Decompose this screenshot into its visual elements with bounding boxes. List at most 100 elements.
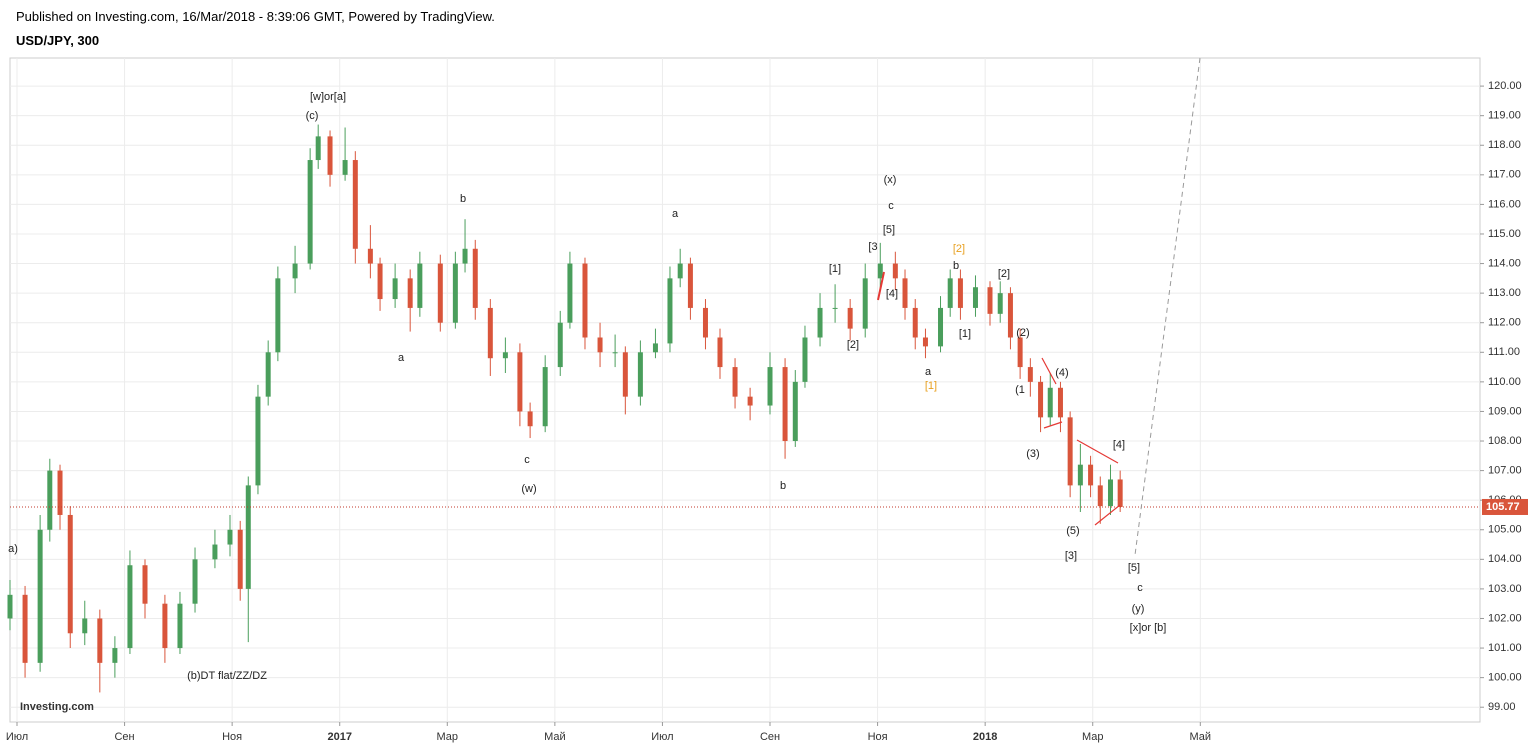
wave-label: [3] [1065,550,1077,562]
candle-body [67,514,73,634]
candle-body [367,248,373,264]
wave-label: b [780,480,786,492]
candle-body [702,307,708,338]
candle-body [987,287,993,314]
y-tick-label: 107.00 [1488,465,1522,477]
candle-body [127,565,133,649]
candle-body [1088,464,1094,486]
x-tick-label: Ноя [222,731,242,743]
candle-body [542,367,548,427]
candle-body [687,263,693,308]
y-tick-label: 112.00 [1488,317,1521,329]
candle-body [802,337,808,382]
wave-label: [2] [998,268,1010,280]
y-tick-label: 110.00 [1488,376,1521,388]
x-tick-label: 2017 [327,731,351,743]
candle-body [832,307,838,309]
candle-body [22,594,28,663]
candle-body [227,529,233,545]
candle-body [892,263,898,279]
candle-body [487,307,493,359]
wave-label: a [672,208,679,220]
candle-body [342,160,348,175]
candle-body [82,618,88,634]
trend-line [1094,504,1121,526]
y-tick-label: 113.00 [1488,287,1521,299]
candle-body [392,278,398,300]
wave-label: (2) [1016,327,1029,339]
candle-body [527,411,533,427]
wave-label: [1] [829,263,841,275]
candle-body [817,307,823,338]
candle-body [1027,367,1033,382]
y-tick-label: 115.00 [1488,228,1521,240]
wave-label: (4) [1055,367,1068,379]
y-tick-label: 117.00 [1488,169,1521,181]
candle-body [782,367,788,442]
candle-body [37,529,43,663]
candle-body [462,248,468,264]
wave-label: (x) [884,174,897,186]
wave-label: [4] [1113,439,1125,451]
wave-label: [1] [925,380,937,392]
candle-body [502,352,508,359]
candle-body [597,337,603,353]
x-tick-label: Ноя [868,731,888,743]
candle-body [667,278,673,344]
wave-label: (5) [1066,525,1079,537]
wave-label: [x]or [b] [1130,622,1167,634]
candle-body [237,529,243,589]
candle-body [245,485,251,589]
candle-body [292,263,298,279]
plot-frame [9,57,1481,723]
candle-body [938,307,944,347]
y-tick-label: 104.00 [1488,553,1522,565]
wave-label: a [398,352,405,364]
candle-body [922,337,928,347]
wave-label: [w]or[a] [310,91,346,103]
y-tick-label: 109.00 [1488,405,1522,417]
y-tick-label: 103.00 [1488,583,1522,595]
wave-label: [5] [883,224,895,236]
candle-body [417,263,423,308]
wave-label: b [953,260,959,272]
candle-body [622,352,628,397]
candle-body [1107,479,1113,507]
wave-label: (y) [1132,603,1145,615]
logo: Investing.com [20,701,94,713]
candle-body [1117,479,1123,507]
y-tick-label: 116.00 [1488,198,1521,210]
candle-body [997,293,1003,314]
candle-body [652,343,658,353]
candle-body [767,367,773,406]
candle-body [912,307,918,338]
x-tick-label: Май [544,731,566,743]
candle-body [677,263,683,279]
x-tick-label: Сен [114,731,134,743]
candle-body [1097,485,1103,507]
candle-body [265,352,271,397]
candle-body [847,307,853,329]
y-tick-label: 120.00 [1488,80,1522,92]
candle-body [1017,337,1023,368]
wave-label: [4] [886,288,898,300]
y-tick-label: 102.00 [1488,612,1522,624]
last-price-box [1482,498,1528,515]
wave-label: (w) [521,483,536,495]
candle-body [1007,293,1013,338]
candle-body [517,352,523,412]
wave-label: [3 [868,241,877,253]
candle-body [1067,417,1073,486]
y-tick-label: 100.00 [1488,672,1522,684]
candle-body [275,278,281,353]
wave-label: a [925,366,932,378]
last-price-label: 105.77 [1486,501,1520,513]
trend-line [1076,439,1119,464]
candle-body [947,278,953,308]
wave-label: [1] [959,328,971,340]
candle-body [612,352,618,354]
y-tick-label: 99.00 [1488,701,1516,713]
trend-line [877,271,885,301]
y-tick-label: 118.00 [1488,139,1521,151]
